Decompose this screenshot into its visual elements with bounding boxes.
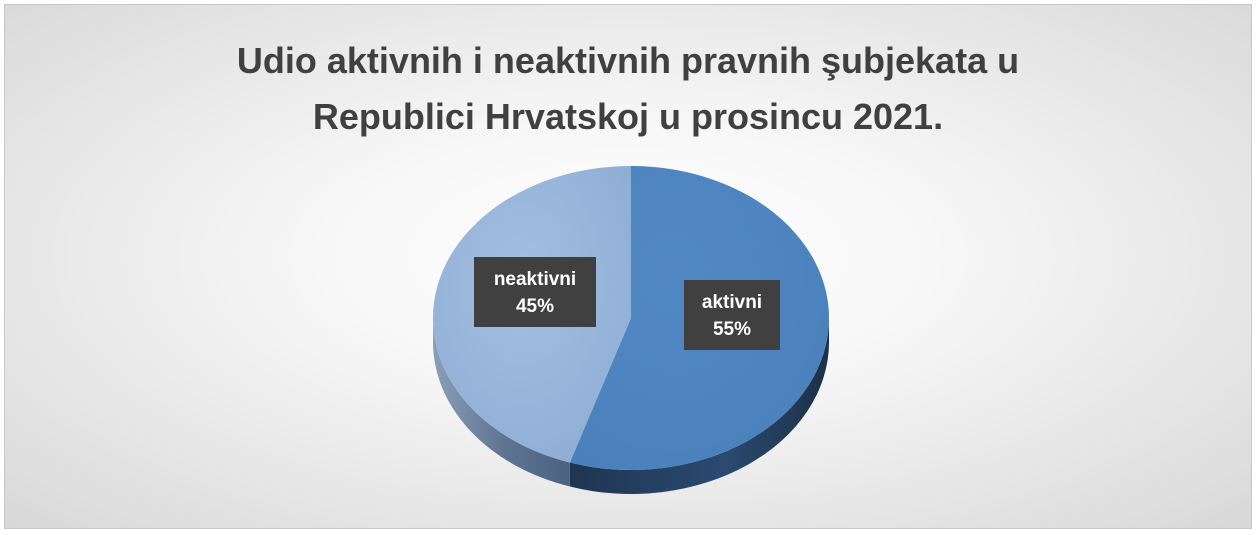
data-label-name-neaktivni: neaktivni <box>494 269 576 290</box>
data-label-percent-aktivni: 55% <box>713 319 751 340</box>
data-label-name-aktivni: aktivni <box>702 292 762 313</box>
data-label-percent-neaktivni: 45% <box>516 296 554 317</box>
pie-side-neaktivni <box>433 318 570 487</box>
data-label-box-aktivni <box>684 280 780 350</box>
chart-title: Udio aktivnih i neaktivnih pravnih şubje… <box>5 33 1251 145</box>
chart-title-line-1: Udio aktivnih i neaktivnih pravnih şubje… <box>236 40 1020 81</box>
pie-side-aktivni <box>569 318 829 494</box>
data-label-box-neaktivni <box>474 257 596 327</box>
data-labels: aktivni 55% neaktivni 45% <box>474 257 780 350</box>
chart-title-line-2: Republici Hrvatskoj u prosincu 2021. <box>312 96 944 137</box>
